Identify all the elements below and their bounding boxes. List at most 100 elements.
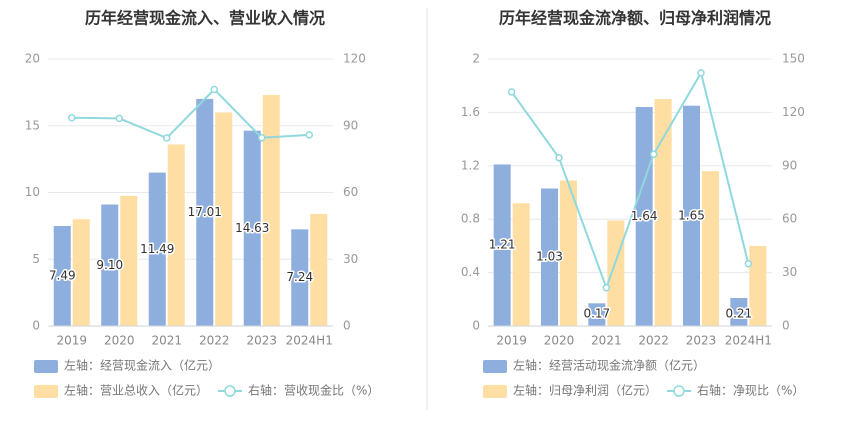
- legend-label: 左轴：经营现金流入（亿元）: [64, 358, 220, 373]
- bar-revenue: [72, 219, 90, 326]
- bar-cash-inflow: [148, 172, 166, 326]
- right-axis-tick-label: 120: [343, 52, 366, 66]
- ratio-line-point: [602, 283, 611, 292]
- legend-swatch-marker: [224, 385, 236, 397]
- legend-label: 右轴：净现比（%）: [697, 383, 804, 398]
- x-axis-tick-label: 2019: [56, 334, 87, 348]
- ratio-line-point: [163, 134, 171, 142]
- bar-net-cash-flow: [541, 188, 558, 326]
- ratio-line-point: [115, 114, 123, 123]
- bar-revenue: [262, 95, 280, 326]
- bar-net-profit: [749, 245, 767, 326]
- left-axis-tick-label: 20: [25, 52, 40, 66]
- bar-data-label: 7.24: [286, 270, 313, 284]
- legend-swatch: [483, 360, 507, 373]
- ratio-line: [71, 88, 310, 140]
- ratio-line-point: [744, 259, 753, 268]
- chart-title: 历年经营现金流净额、归母净利润情况: [499, 9, 771, 28]
- left-axis-tick-label: 0.4: [461, 265, 480, 279]
- x-axis-tick-label: 2021: [591, 334, 622, 348]
- bar-net-profit: [654, 99, 672, 326]
- bar-revenue: [215, 112, 233, 327]
- left-axis-tick-label: 10: [25, 185, 40, 199]
- left-axis-tick-label: 1.6: [461, 105, 480, 119]
- bar-data-label: 17.01: [188, 205, 222, 219]
- x-axis-tick-label: 2023: [246, 334, 277, 348]
- right-axis-tick-label: 60: [782, 212, 797, 226]
- ratio-line-point: [258, 134, 266, 142]
- x-axis-tick-label: 2023: [686, 334, 717, 348]
- bar-cash-inflow: [196, 98, 214, 326]
- bar-data-label: 1.64: [631, 209, 658, 223]
- left-axis-tick-label: 15: [25, 118, 40, 132]
- bar-data-label: 7.49: [49, 269, 76, 283]
- bar-data-label: 0.17: [583, 307, 610, 321]
- right-axis-tick-label: 30: [782, 265, 797, 279]
- bar-data-label: 14.63: [235, 221, 269, 235]
- bar-net-profit: [560, 180, 577, 326]
- chart-cash-inflow-revenue: 历年经营现金流入、营业收入情况 0 5 10 15 20 0 30 60 90 120 2019 202…: [25, 9, 379, 398]
- bar-revenue: [310, 213, 328, 326]
- ratio-line-point: [555, 154, 563, 162]
- bar-data-label: 1.65: [678, 208, 705, 222]
- bar-net-profit: [702, 171, 719, 326]
- bar-data-label: 0.21: [725, 307, 752, 321]
- ratio-line-point: [507, 88, 516, 96]
- legend-swatch: [34, 385, 58, 398]
- x-axis-tick-label: 2022: [199, 334, 230, 348]
- legend-swatch: [483, 385, 507, 398]
- x-axis-tick-label: 2020: [104, 334, 135, 348]
- left-axis-tick-label: 0: [32, 319, 40, 333]
- bar-net-cash-flow: [493, 164, 511, 326]
- chart-title: 历年经营现金流入、营业收入情况: [85, 9, 325, 28]
- ratio-line-point: [210, 85, 218, 94]
- right-axis-tick-label: 0: [782, 319, 790, 333]
- right-axis-tick-label: 30: [343, 252, 358, 266]
- right-axis-tick-label: 60: [343, 185, 358, 199]
- ratio-line-point: [649, 150, 658, 158]
- legend-swatch: [34, 360, 58, 373]
- ratio-line-point: [305, 131, 313, 139]
- chart-net-cash-flow-profit: 历年经营现金流净额、归母净利润情况 0 0.4 0.8 1.2 1.6 2 0 30 60 90 12…: [461, 9, 805, 398]
- legend-swatch-marker: [673, 385, 685, 397]
- bar-cash-inflow: [53, 226, 71, 326]
- x-axis-tick-label: 2024H1: [725, 334, 772, 348]
- bar-revenue: [167, 144, 185, 326]
- x-axis-tick-label: 2020: [544, 334, 575, 348]
- right-axis-tick-label: 90: [343, 118, 358, 132]
- bar-net-profit: [512, 203, 530, 326]
- bar-cash-inflow: [291, 229, 309, 326]
- right-axis-tick-label: 0: [343, 319, 351, 333]
- bar-net-cash-flow: [635, 107, 653, 326]
- bar-data-label: 1.21: [489, 238, 516, 252]
- bar-data-label: 11.49: [140, 242, 174, 256]
- left-axis-tick-label: 1.2: [461, 158, 480, 172]
- left-axis-tick-label: 0.8: [461, 212, 480, 226]
- x-axis-tick-label: 2021: [151, 334, 182, 348]
- bar-cash-inflow: [101, 204, 119, 326]
- ratio-line-point: [68, 113, 76, 122]
- bar-data-label: 1.03: [536, 250, 563, 264]
- x-axis-tick-label: 2019: [496, 334, 527, 348]
- ratio-line: [510, 70, 750, 291]
- bar-cash-inflow: [243, 130, 261, 326]
- legend-label: 右轴：营收现金比（%）: [248, 383, 379, 398]
- bar-data-label: 9.10: [96, 258, 123, 272]
- bar-net-cash-flow: [730, 297, 748, 326]
- right-axis-tick-label: 150: [782, 52, 805, 66]
- left-axis-tick-label: 0: [472, 319, 480, 333]
- bar-revenue: [120, 195, 138, 326]
- bar-net-cash-flow: [588, 303, 606, 326]
- bar-net-cash-flow: [683, 105, 700, 326]
- right-axis-tick-label: 90: [782, 158, 797, 172]
- legend-label: 左轴：经营活动现金流净额（亿元）: [513, 358, 705, 373]
- left-axis-tick-label: 2: [472, 52, 480, 66]
- legend-label: 左轴：营业总收入（亿元）: [64, 383, 208, 398]
- x-axis-tick-label: 2024H1: [286, 334, 333, 348]
- legend-label: 左轴：归母净利润（亿元）: [513, 383, 657, 398]
- ratio-line-point: [697, 69, 705, 77]
- right-axis-tick-label: 120: [782, 105, 805, 119]
- x-axis-tick-label: 2022: [638, 334, 669, 348]
- left-axis-tick-label: 5: [32, 252, 40, 266]
